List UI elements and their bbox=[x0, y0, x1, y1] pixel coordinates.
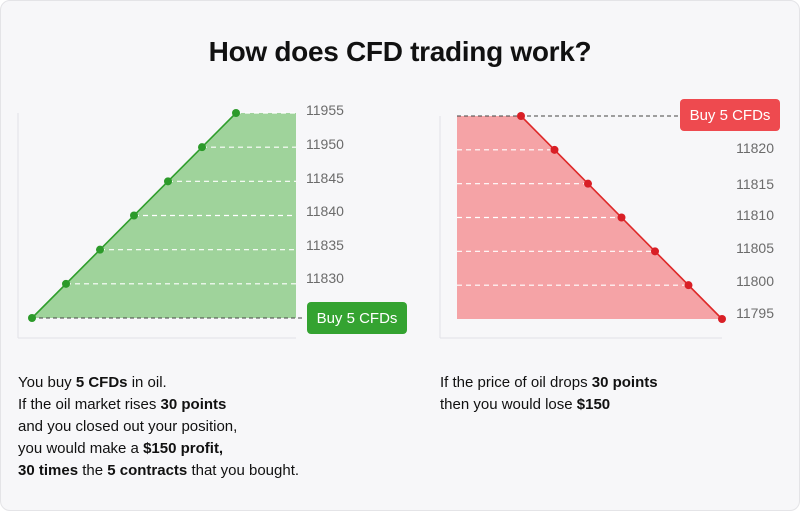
data-point bbox=[651, 247, 659, 256]
caption-emphasis: 30 points bbox=[591, 374, 658, 391]
caption-line: you would make a $150 profit, bbox=[18, 438, 299, 460]
caption-line: You buy 5 CFDs in oil. bbox=[18, 372, 299, 394]
data-point bbox=[130, 211, 138, 220]
data-point bbox=[718, 315, 726, 323]
caption-emphasis: $150 bbox=[576, 396, 611, 413]
caption-emphasis: 5 CFDs bbox=[75, 374, 128, 391]
y-tick-label: 11950 bbox=[306, 136, 344, 152]
loss-chart: Buy 5 CFDs 11820 11815 11810 11805 11800 11795 bbox=[439, 99, 780, 339]
buy-badge-label: Buy 5 CFDs bbox=[690, 107, 771, 124]
y-tick-label: 11805 bbox=[736, 240, 774, 256]
y-tick-label: 11815 bbox=[736, 176, 774, 192]
caption-text: If the price of oil drops bbox=[440, 374, 592, 391]
data-point bbox=[617, 213, 626, 222]
buy-badge bbox=[680, 99, 780, 131]
y-tick-label: 11795 bbox=[736, 305, 774, 321]
caption-text: then you would lose bbox=[440, 396, 577, 413]
y-tick-label: 11955 bbox=[306, 102, 344, 118]
caption-emphasis: 30 points bbox=[160, 396, 227, 413]
caption-text: you would make a bbox=[18, 440, 144, 457]
caption-text: and you closed out your position, bbox=[18, 418, 238, 435]
data-point bbox=[517, 112, 525, 120]
caption-line: If the price of oil drops 30 points bbox=[440, 372, 658, 394]
loss-caption: If the price of oil drops 30 points then … bbox=[440, 372, 658, 416]
y-tick-label: 11820 bbox=[736, 140, 774, 156]
caption-text: in oil. bbox=[127, 374, 167, 391]
data-point bbox=[164, 177, 172, 186]
caption-emphasis: 5 contracts bbox=[107, 462, 188, 479]
data-point bbox=[232, 109, 240, 117]
caption-line: and you closed out your position, bbox=[18, 416, 299, 438]
y-tick-label: 11835 bbox=[306, 237, 344, 253]
data-point bbox=[550, 145, 559, 154]
caption-text: You buy bbox=[18, 374, 76, 391]
caption-text: If the oil market rises bbox=[18, 396, 161, 413]
buy-badge bbox=[307, 302, 407, 334]
caption-emphasis: 30 times bbox=[18, 462, 79, 479]
data-point bbox=[684, 281, 693, 290]
y-tick-label: 11830 bbox=[306, 270, 344, 286]
page-title: How does CFD trading work? bbox=[208, 36, 592, 67]
caption-line: 30 times the 5 contracts that you bought… bbox=[18, 460, 299, 482]
data-point bbox=[198, 143, 206, 152]
y-tick-label: 11800 bbox=[736, 273, 774, 289]
loss-area bbox=[457, 116, 722, 319]
caption-text: that you bought. bbox=[187, 462, 300, 479]
caption-text: the bbox=[78, 462, 108, 479]
profit-caption: You buy 5 CFDs in oil. If the oil market … bbox=[18, 372, 299, 482]
profit-chart: 11955 11950 11845 11840 11835 11830 Buy 5 CFDs bbox=[17, 102, 407, 339]
data-point bbox=[584, 179, 592, 188]
y-tick-label: 11840 bbox=[306, 203, 344, 219]
y-tick-label: 11845 bbox=[306, 170, 344, 186]
data-point bbox=[28, 314, 36, 322]
caption-emphasis: $150 profit, bbox=[143, 440, 224, 457]
caption-line: If the oil market rises 30 points bbox=[18, 394, 299, 416]
data-point bbox=[62, 279, 70, 288]
data-point bbox=[96, 245, 104, 254]
buy-badge-label: Buy 5 CFDs bbox=[317, 310, 398, 327]
caption-line: then you would lose $150 bbox=[440, 394, 658, 416]
y-tick-label: 11810 bbox=[736, 207, 774, 223]
